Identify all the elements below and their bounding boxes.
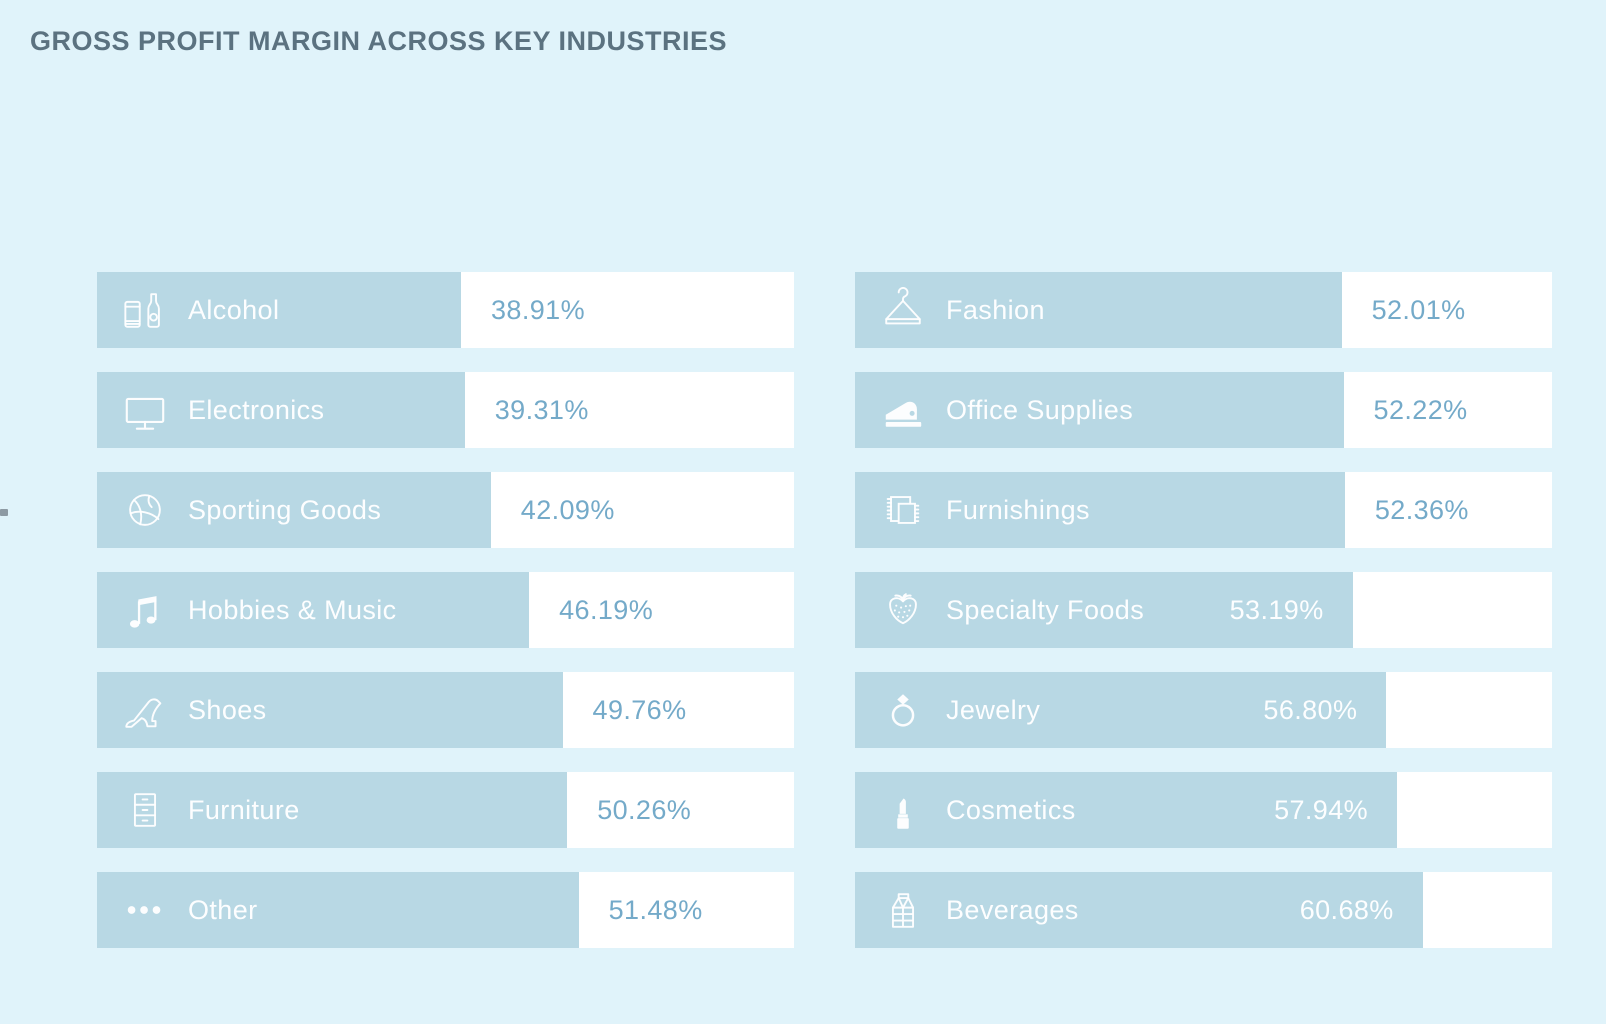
value-label: 52.22%	[1373, 394, 1468, 425]
value-label: 57.94%	[1274, 794, 1369, 825]
bar-furniture: Furniture	[97, 772, 568, 848]
row-jewelry[interactable]: Jewelry 56.80%	[855, 672, 1552, 748]
monitor-icon	[122, 387, 168, 433]
category-label: Other	[188, 894, 258, 925]
value-label: 39.31%	[494, 394, 589, 425]
music-notes-icon	[122, 587, 168, 633]
bar-shoes: Shoes	[97, 672, 563, 748]
ellipsis-icon	[122, 887, 168, 933]
value-label: 52.01%	[1371, 294, 1466, 325]
category-label: Hobbies & Music	[188, 594, 397, 625]
category-label: Beverages	[946, 894, 1079, 925]
bar-beverages: Beverages 60.68%	[855, 872, 1423, 948]
value-label: 49.76%	[592, 694, 687, 725]
category-label: Specialty Foods	[946, 594, 1145, 625]
high-heel-icon	[122, 687, 168, 733]
category-label: Furniture	[188, 794, 300, 825]
category-label: Shoes	[188, 694, 267, 725]
category-label: Electronics	[188, 394, 325, 425]
strawberry-icon	[880, 587, 926, 633]
bar-furnishings: Furnishings	[855, 472, 1345, 548]
bar-cosmetics: Cosmetics 57.94%	[855, 772, 1398, 848]
value-label: 51.48%	[608, 894, 703, 925]
bar-fashion: Fashion	[855, 272, 1342, 348]
row-hobbies-music[interactable]: Hobbies & Music 46.19%	[97, 572, 794, 648]
category-label: Fashion	[946, 294, 1045, 325]
value-label: 42.09%	[520, 494, 615, 525]
bar-jewelry: Jewelry 56.80%	[855, 672, 1387, 748]
bar-other: Other	[97, 872, 579, 948]
lipstick-icon	[880, 787, 926, 833]
row-cosmetics[interactable]: Cosmetics 57.94%	[855, 772, 1552, 848]
category-label: Sporting Goods	[188, 494, 382, 525]
chart-column-right: Fashion 52.01% Office Supplies 52.22% Fu…	[855, 272, 1552, 972]
row-specialty-foods[interactable]: Specialty Foods 53.19%	[855, 572, 1552, 648]
value-label: 46.19%	[559, 594, 654, 625]
milk-carton-icon	[880, 887, 926, 933]
stapler-icon	[880, 387, 926, 433]
bar-office-supplies: Office Supplies	[855, 372, 1344, 448]
row-other[interactable]: Other 51.48%	[97, 872, 794, 948]
chart-column-left: Alcohol 38.91% Electronics 39.31% Sporti…	[97, 272, 794, 972]
row-alcohol[interactable]: Alcohol 38.91%	[97, 272, 794, 348]
value-label: 53.19%	[1229, 594, 1324, 625]
row-furniture[interactable]: Furniture 50.26%	[97, 772, 794, 848]
bar-sporting-goods: Sporting Goods	[97, 472, 491, 548]
drawer-cabinet-icon	[122, 787, 168, 833]
value-label: 52.36%	[1374, 494, 1469, 525]
value-label: 56.80%	[1263, 694, 1358, 725]
row-office-supplies[interactable]: Office Supplies 52.22%	[855, 372, 1552, 448]
chart-title: GROSS PROFIT MARGIN ACROSS KEY INDUSTRIE…	[30, 26, 728, 56]
value-label: 50.26%	[597, 794, 692, 825]
category-label: Office Supplies	[946, 394, 1134, 425]
bar-alcohol: Alcohol	[97, 272, 462, 348]
category-label: Alcohol	[188, 294, 280, 325]
clothes-hanger-icon	[880, 287, 926, 333]
value-label: 60.68%	[1299, 894, 1394, 925]
row-fashion[interactable]: Fashion 52.01%	[855, 272, 1552, 348]
value-label: 38.91%	[491, 294, 585, 325]
diamond-ring-icon	[880, 687, 926, 733]
beer-can-and-bottle-icon	[122, 287, 168, 333]
rug-icon	[880, 487, 926, 533]
bar-hobbies-music: Hobbies & Music	[97, 572, 530, 648]
category-label: Furnishings	[946, 494, 1090, 525]
row-sporting-goods[interactable]: Sporting Goods 42.09%	[97, 472, 794, 548]
row-shoes[interactable]: Shoes 49.76%	[97, 672, 794, 748]
row-furnishings[interactable]: Furnishings 52.36%	[855, 472, 1552, 548]
basketball-icon	[122, 487, 168, 533]
bar-electronics: Electronics	[97, 372, 465, 448]
row-electronics[interactable]: Electronics 39.31%	[97, 372, 794, 448]
category-label: Cosmetics	[946, 794, 1076, 825]
row-beverages[interactable]: Beverages 60.68%	[855, 872, 1552, 948]
bar-specialty-foods: Specialty Foods 53.19%	[855, 572, 1353, 648]
category-label: Jewelry	[946, 694, 1041, 725]
left-edge-tick	[0, 509, 8, 516]
